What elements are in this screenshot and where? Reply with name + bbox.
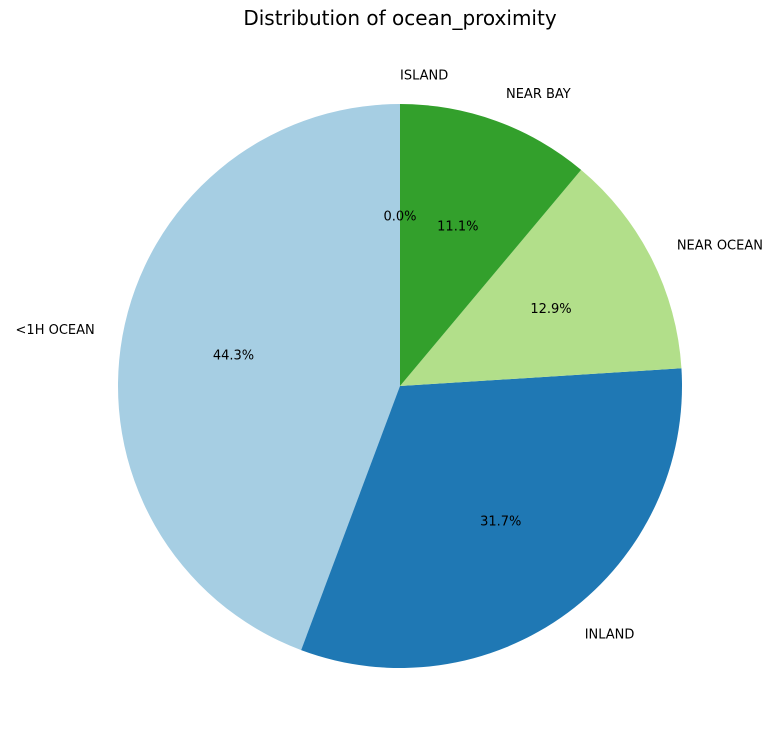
slice-pct-near-ocean: 12.9%	[530, 302, 571, 317]
pie-slice-near-bay	[400, 104, 582, 386]
slice-label-1h-ocean: <1H OCEAN	[16, 323, 95, 338]
slice-label-near-ocean: NEAR OCEAN	[677, 239, 763, 254]
slice-label-near-bay: NEAR BAY	[506, 87, 571, 102]
slice-pct-near-bay: 11.1%	[437, 219, 478, 234]
slice-pct-inland: 31.7%	[480, 514, 521, 529]
slice-label-island: ISLAND	[400, 68, 448, 83]
slice-label-inland: INLAND	[585, 628, 635, 643]
pie-labels: <1H OCEAN 44.3% INLAND 31.7% NEAR OCEAN 12.9%…	[16, 68, 763, 642]
chart-title: Distribution of ocean_proximity	[243, 6, 557, 30]
slice-pct-1h-ocean: 44.3%	[213, 348, 254, 363]
pie-slice-1h-ocean	[118, 104, 400, 651]
pie-slices	[118, 104, 682, 668]
pie-slice-inland	[301, 368, 682, 668]
slice-pct-island: 0.0%	[383, 209, 416, 224]
pie-slice-near-ocean	[400, 169, 682, 386]
